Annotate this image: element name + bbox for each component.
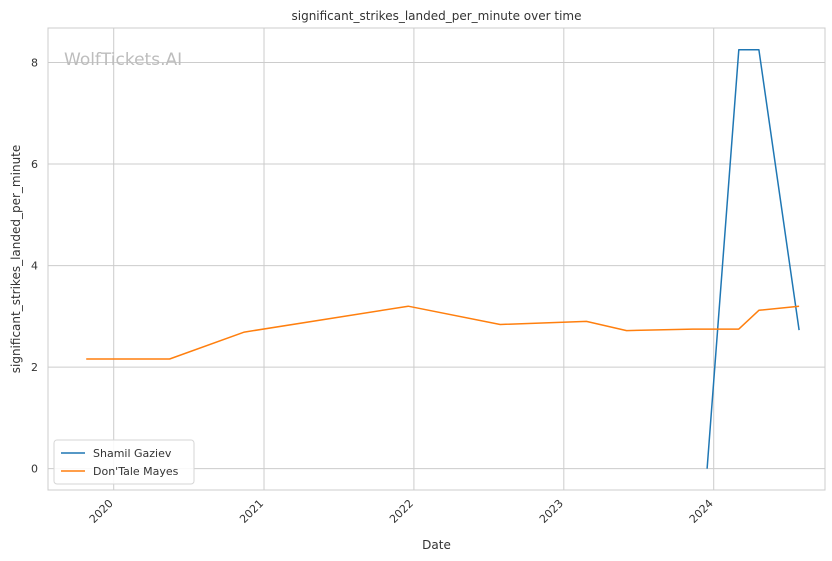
plot-frame <box>47 27 826 491</box>
watermark: WolfTickets.AI <box>64 50 182 70</box>
gridlines <box>48 28 825 490</box>
legend-label-dontale-mayes: Don'Tale Mayes <box>93 465 179 478</box>
y-tick-label: 6 <box>31 158 38 171</box>
legend: Shamil Gaziev Don'Tale Mayes <box>53 439 195 485</box>
y-axis-title: significant_strikes_landed_per_minute <box>9 145 23 374</box>
x-axis-title: Date <box>422 538 451 552</box>
y-tick-label: 0 <box>31 463 38 476</box>
series-layer <box>86 49 800 469</box>
x-tick-label: 2022 <box>387 497 416 526</box>
legend-box <box>53 439 195 485</box>
x-tick-label: 2020 <box>87 497 116 526</box>
chart-title: significant_strikes_landed_per_minute ov… <box>291 9 581 23</box>
plot-area <box>48 28 825 490</box>
series-line-don-tale-mayes <box>86 305 800 360</box>
legend-label-shamil-gaziev: Shamil Gaziev <box>93 447 172 460</box>
x-tick-label: 2024 <box>687 497 716 526</box>
y-tick-label: 4 <box>31 260 38 273</box>
y-tick-label: 8 <box>31 57 38 70</box>
series-line-shamil-gaziev <box>706 49 800 469</box>
x-tick-label: 2021 <box>237 497 266 526</box>
x-tick-label: 2023 <box>537 497 566 526</box>
y-tick-label: 2 <box>31 361 38 374</box>
